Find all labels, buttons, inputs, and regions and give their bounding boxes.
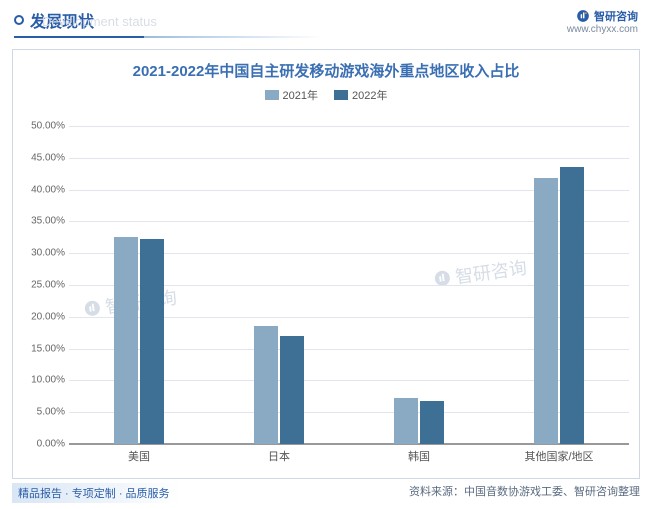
bar	[140, 239, 164, 444]
x-tick-label: 美国	[69, 448, 209, 464]
subtitle-en: Development status	[42, 14, 157, 29]
header-dot-icon	[14, 15, 24, 25]
bar-group: 美国	[69, 237, 209, 444]
bar	[560, 167, 584, 444]
y-tick-label: 25.00%	[21, 280, 65, 291]
y-tick-label: 30.00%	[21, 248, 65, 259]
y-tick-label: 35.00%	[21, 216, 65, 227]
legend-label-0: 2021年	[283, 87, 318, 103]
header-right: 智研咨询 www.chyxx.com	[567, 8, 638, 35]
chart-legend: 2021年 2022年	[13, 87, 639, 103]
bar	[254, 326, 278, 444]
brand-name: 智研咨询	[594, 8, 638, 24]
chart-title: 2021-2022年中国自主研发移动游戏海外重点地区收入占比	[13, 50, 639, 87]
brand-url: www.chyxx.com	[567, 24, 638, 35]
bar	[114, 237, 138, 444]
y-tick-label: 5.00%	[21, 407, 65, 418]
y-tick-label: 40.00%	[21, 184, 65, 195]
legend-swatch-icon	[334, 90, 348, 100]
y-tick-label: 10.00%	[21, 375, 65, 386]
bar-group: 其他国家/地区	[489, 167, 629, 444]
chart-plot-area: 0.00%5.00%10.00%15.00%20.00%25.00%30.00%…	[69, 126, 629, 444]
legend-item-1: 2022年	[334, 87, 387, 103]
grid-line	[69, 158, 629, 159]
brand-row: 智研咨询	[567, 8, 638, 24]
y-tick-label: 0.00%	[21, 439, 65, 450]
bar-group: 韩国	[349, 398, 489, 444]
header: Development status 发展现状 智研咨询 www.chyxx.c…	[0, 0, 652, 35]
bar	[280, 336, 304, 444]
header-left: Development status 发展现状	[14, 8, 94, 32]
grid-line	[69, 126, 629, 127]
footer-right: 资料来源：中国音数协游戏工委、智研咨询整理	[409, 483, 640, 503]
y-tick-label: 50.00%	[21, 121, 65, 132]
bar-group: 日本	[209, 326, 349, 444]
chart-card: 2021-2022年中国自主研发移动游戏海外重点地区收入占比 2021年 202…	[12, 49, 640, 479]
x-tick-label: 韩国	[349, 448, 489, 464]
x-tick-label: 日本	[209, 448, 349, 464]
header-underline	[14, 36, 144, 38]
footer: 精品报告 · 专项定制 · 品质服务 资料来源：中国音数协游戏工委、智研咨询整理	[12, 483, 640, 503]
y-tick-label: 20.00%	[21, 311, 65, 322]
grid-line	[69, 444, 629, 445]
x-tick-label: 其他国家/地区	[489, 448, 629, 464]
y-tick-label: 45.00%	[21, 152, 65, 163]
bar	[420, 401, 444, 444]
footer-left: 精品报告 · 专项定制 · 品质服务	[12, 483, 180, 503]
bar	[394, 398, 418, 444]
brand-logo-icon	[576, 9, 590, 23]
legend-item-0: 2021年	[265, 87, 318, 103]
bar	[534, 178, 558, 444]
y-tick-label: 15.00%	[21, 343, 65, 354]
legend-swatch-icon	[265, 90, 279, 100]
legend-label-1: 2022年	[352, 87, 387, 103]
